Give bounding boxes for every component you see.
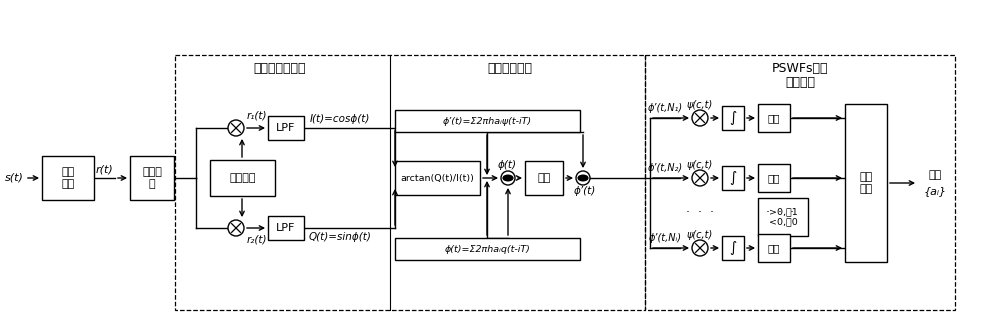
Text: ψ(c,t): ψ(c,t) bbox=[687, 100, 713, 110]
Text: LPF: LPF bbox=[276, 123, 296, 133]
Bar bbox=[42, 156, 94, 200]
Text: I(t)=cosϕ(t): I(t)=cosϕ(t) bbox=[310, 114, 370, 124]
Bar bbox=[210, 160, 275, 196]
Bar bbox=[395, 110, 580, 132]
Bar bbox=[525, 161, 563, 195]
Bar bbox=[722, 166, 744, 190]
Text: ·  ·  ·: · · · bbox=[766, 207, 794, 219]
Circle shape bbox=[576, 171, 590, 185]
Bar bbox=[758, 164, 790, 192]
Circle shape bbox=[228, 120, 244, 136]
Text: ∫: ∫ bbox=[729, 171, 737, 185]
Bar bbox=[268, 116, 304, 140]
Text: {aᵢ}: {aᵢ} bbox=[923, 186, 947, 196]
Ellipse shape bbox=[502, 174, 514, 181]
Text: 并串
转换: 并串 转换 bbox=[859, 172, 873, 194]
Text: ψ(c,t): ψ(c,t) bbox=[687, 160, 713, 170]
Text: arctan(Q(t)/I(t)): arctan(Q(t)/I(t)) bbox=[401, 174, 474, 182]
Text: ϕ’(t,N₁): ϕ’(t,N₁) bbox=[647, 103, 683, 113]
Bar bbox=[130, 156, 174, 200]
Bar bbox=[268, 216, 304, 240]
Text: 判决: 判决 bbox=[768, 113, 780, 123]
Text: 判决: 判决 bbox=[768, 243, 780, 253]
Text: ∫: ∫ bbox=[729, 241, 737, 255]
Text: 求导: 求导 bbox=[537, 173, 551, 183]
Circle shape bbox=[692, 110, 708, 126]
Text: r₁(t): r₁(t) bbox=[247, 111, 268, 121]
Circle shape bbox=[692, 170, 708, 186]
Bar bbox=[758, 198, 808, 236]
Bar bbox=[175, 55, 645, 310]
Text: ϕ’(t,Nᵢ): ϕ’(t,Nᵢ) bbox=[648, 233, 682, 243]
Ellipse shape bbox=[577, 174, 589, 181]
Text: ϕ(t)=Σ2πhaᵢq(t-iT): ϕ(t)=Σ2πhaᵢq(t-iT) bbox=[445, 244, 530, 254]
Bar bbox=[845, 104, 887, 262]
Text: 小波去
噪: 小波去 噪 bbox=[142, 167, 162, 189]
Text: LPF: LPF bbox=[276, 223, 296, 233]
Bar bbox=[758, 104, 790, 132]
Text: >0,判1
<0,判0: >0,判1 <0,判0 bbox=[769, 207, 797, 227]
Text: Q(t)=sinϕ(t): Q(t)=sinϕ(t) bbox=[309, 232, 371, 242]
Bar bbox=[395, 238, 580, 260]
Text: ·  ·  ·: · · · bbox=[686, 207, 714, 219]
Circle shape bbox=[501, 171, 515, 185]
Circle shape bbox=[228, 220, 244, 236]
Text: r₂(t): r₂(t) bbox=[247, 235, 268, 245]
Text: 相干解调: 相干解调 bbox=[785, 75, 815, 89]
Bar bbox=[722, 236, 744, 260]
Circle shape bbox=[692, 240, 708, 256]
Text: 基带信号处理: 基带信号处理 bbox=[488, 62, 532, 74]
Bar bbox=[758, 234, 790, 262]
Text: 高斯
信道: 高斯 信道 bbox=[61, 167, 75, 189]
Text: s(t): s(t) bbox=[5, 173, 23, 183]
Text: r(t): r(t) bbox=[95, 164, 113, 174]
Text: ∫: ∫ bbox=[729, 111, 737, 125]
Bar bbox=[645, 55, 955, 310]
Text: 数据: 数据 bbox=[928, 170, 942, 180]
Text: ϕ’(t)=Σ2πhaᵢψ(t-iT): ϕ’(t)=Σ2πhaᵢψ(t-iT) bbox=[443, 116, 532, 126]
Text: PSWFs波形: PSWFs波形 bbox=[772, 62, 828, 74]
Text: ϕ’(t,N₂): ϕ’(t,N₂) bbox=[647, 163, 683, 173]
Text: 判决: 判决 bbox=[768, 173, 780, 183]
Bar bbox=[395, 161, 480, 195]
Text: 相干载波: 相干载波 bbox=[229, 173, 256, 183]
Text: 载波相干、滤波: 载波相干、滤波 bbox=[254, 62, 306, 74]
Text: ϕ’(t): ϕ’(t) bbox=[574, 186, 596, 196]
Text: ϕ(t): ϕ(t) bbox=[498, 160, 516, 170]
Text: ψ(c,t): ψ(c,t) bbox=[687, 230, 713, 240]
Bar bbox=[722, 106, 744, 130]
